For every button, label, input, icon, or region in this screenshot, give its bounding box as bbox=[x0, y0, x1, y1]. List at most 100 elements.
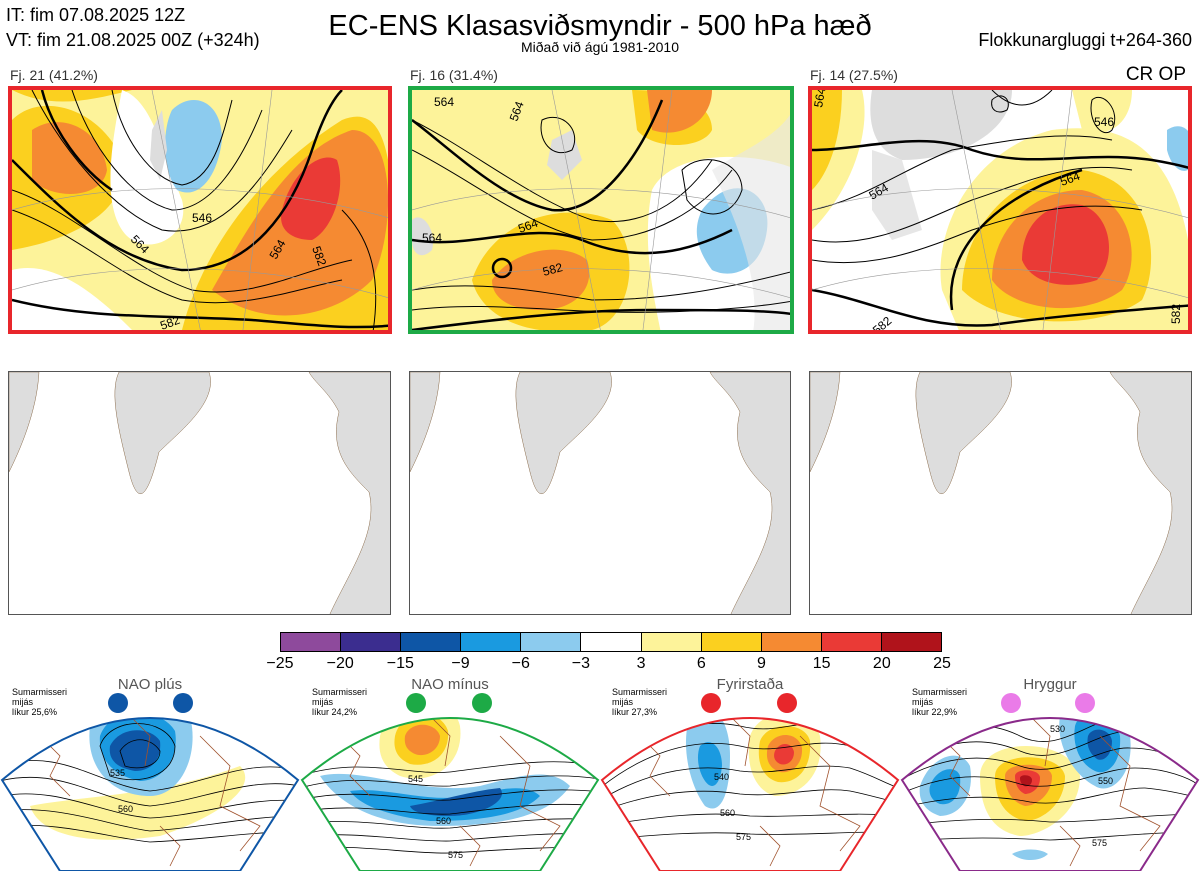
control-run-op-label: CR OP bbox=[1125, 64, 1186, 85]
regime-blocking-contour-2: 560 bbox=[720, 808, 735, 818]
regime-blocking-contour-3: 575 bbox=[736, 832, 751, 842]
colorbar-segment bbox=[401, 633, 462, 651]
colorbar-segment bbox=[341, 633, 402, 651]
regime-nao-minus-map: 545 560 575 bbox=[300, 717, 600, 871]
clustering-window: Flokkunargluggi t+264-360 bbox=[978, 30, 1192, 50]
regime-ridge-name: Hryggur bbox=[1023, 676, 1077, 693]
cluster-2-map[interactable]: 564 564 564 564 582 bbox=[408, 86, 794, 334]
regime-nao-minus-mean: mijás bbox=[312, 697, 334, 707]
regime-blocking-prob: líkur 27,3% bbox=[612, 707, 658, 717]
regime-nao-plus-contour-2: 560 bbox=[118, 804, 133, 814]
colorbar-segment bbox=[881, 633, 942, 651]
cluster-3-label: Fj. 14 (27.5%) bbox=[810, 67, 898, 83]
cluster-1-contour-label-5: 582 bbox=[158, 313, 182, 333]
regime-nao-plus-contour-1: 535 bbox=[110, 768, 125, 778]
empty-map-3[interactable] bbox=[809, 371, 1192, 615]
regime-blocking-info: Sumarmisseri mijás líkur 27,3% bbox=[612, 687, 667, 717]
regime-blocking-map: 540 560 575 bbox=[600, 717, 900, 871]
colorbar-segment bbox=[581, 633, 642, 651]
cluster-3-contour-label-6: 582 bbox=[1169, 304, 1183, 324]
colorbar-tick-label: −9 bbox=[451, 655, 470, 672]
cluster-2-contour-label-1: 564 bbox=[434, 95, 454, 109]
regime-ridge-map: 530 550 575 bbox=[900, 717, 1200, 871]
regime-nao-minus[interactable]: 545 560 575 NAO mínus Sumarmisseri mijás… bbox=[300, 676, 600, 871]
regime-ridge-mean: mijás bbox=[912, 697, 934, 707]
regime-nao-plus-dot-right bbox=[173, 693, 193, 713]
regime-nao-plus-map: 535 560 bbox=[0, 717, 300, 871]
colorbar-tick-label: −15 bbox=[386, 655, 414, 672]
regime-nao-plus[interactable]: 535 560 NAO plús Sumarmisseri mijás líku… bbox=[0, 676, 300, 871]
cluster-2-label: Fj. 16 (31.4%) bbox=[410, 67, 498, 83]
regime-ridge[interactable]: 530 550 575 Hryggur Sumarmisseri mijás l… bbox=[900, 676, 1200, 871]
colorbar-tick-label: 6 bbox=[696, 655, 706, 672]
regime-nao-minus-name: NAO mínus bbox=[411, 676, 489, 693]
colorbar-tick-label: −6 bbox=[511, 655, 530, 672]
regime-nao-plus-info: Sumarmisseri mijás líkur 25,6% bbox=[12, 687, 67, 717]
regime-ridge-contour-3: 575 bbox=[1092, 838, 1107, 848]
colorbar-tick-label: 20 bbox=[872, 655, 891, 672]
colorbar-segment bbox=[821, 633, 882, 651]
regime-nao-minus-contour-1: 545 bbox=[408, 774, 423, 784]
regime-blocking-contour-1: 540 bbox=[714, 772, 729, 782]
cluster-3-contour-label-4: 564 bbox=[1058, 169, 1082, 189]
regime-nao-plus-season: Sumarmisseri bbox=[12, 687, 68, 697]
colorbar-segment bbox=[461, 633, 522, 651]
colorbar-tick-label: −20 bbox=[326, 655, 354, 672]
regime-nao-minus-dot-right bbox=[472, 693, 492, 713]
colorbar-tick-label: 9 bbox=[757, 655, 766, 672]
regime-blocking-name: Fyrirstaða bbox=[716, 676, 784, 693]
regime-blocking-season: Sumarmisseri bbox=[612, 687, 668, 697]
colorbar-segment bbox=[701, 633, 762, 651]
regime-nao-plus-dot-left bbox=[108, 693, 128, 713]
cluster-2-map-graphic: 564 564 564 564 582 bbox=[412, 90, 790, 330]
page-title: EC-ENS Klasasviðsmyndir - 500 hPa hæð bbox=[328, 10, 872, 42]
regime-nao-minus-contour-3: 575 bbox=[448, 850, 463, 860]
empty-map-2[interactable] bbox=[409, 371, 791, 615]
regime-blocking-dot-left bbox=[701, 693, 721, 713]
regime-nao-plus-name: NAO plús bbox=[117, 676, 183, 693]
cluster-1-label: Fj. 21 (41.2%) bbox=[10, 67, 98, 83]
colorbar-segment bbox=[761, 633, 822, 651]
valid-time: VT: fim 21.08.2025 00Z (+324h) bbox=[6, 30, 260, 50]
cluster-2-contour-label-5: 582 bbox=[541, 260, 564, 279]
cluster-1-map-graphic: 564 546 564 582 582 bbox=[12, 90, 388, 333]
regime-ridge-dot-right bbox=[1075, 693, 1095, 713]
colorbar-tick-label: 25 bbox=[933, 655, 951, 672]
cluster-3-contour-label-2: 546 bbox=[1094, 115, 1114, 129]
regime-ridge-prob: líkur 22,9% bbox=[912, 707, 958, 717]
colorbar-tick-label: −25 bbox=[266, 655, 294, 672]
regime-ridge-contour-1: 530 bbox=[1050, 724, 1065, 734]
regime-blocking-dot-right bbox=[777, 693, 797, 713]
regime-nao-minus-contour-2: 560 bbox=[436, 816, 451, 826]
regime-nao-minus-season: Sumarmisseri bbox=[312, 687, 368, 697]
regime-nao-minus-dot-left bbox=[406, 693, 426, 713]
empty-map-1[interactable] bbox=[8, 371, 391, 615]
colorbar-tick-label: 3 bbox=[636, 655, 646, 672]
empty-map-2-land bbox=[410, 372, 790, 614]
cluster-1-map[interactable]: 564 546 564 582 582 bbox=[8, 86, 392, 334]
cluster-2-contour-label-3: 564 bbox=[516, 216, 540, 236]
colorbar-tick-label: 15 bbox=[812, 655, 831, 672]
cluster-2-contour-label-2: 564 bbox=[507, 99, 527, 123]
page-subtitle: Miðað við ágú 1981-2010 bbox=[520, 39, 679, 55]
regime-ridge-dot-left bbox=[1001, 693, 1021, 713]
colorbar-segment bbox=[521, 633, 582, 651]
colorbar-segment bbox=[281, 633, 342, 651]
regime-ridge-contour-2: 550 bbox=[1098, 776, 1113, 786]
regime-nao-minus-info: Sumarmisseri mijás líkur 24,2% bbox=[312, 687, 367, 717]
regime-ridge-season: Sumarmisseri bbox=[912, 687, 968, 697]
regime-nao-minus-prob: líkur 24,2% bbox=[312, 707, 358, 717]
cluster-3-map[interactable]: 564 546 564 564 582 582 bbox=[808, 86, 1192, 334]
issue-time: IT: fim 07.08.2025 12Z bbox=[6, 5, 186, 25]
cluster-2-contour-label-4: 564 bbox=[422, 231, 442, 245]
cluster-1-contour-label-4: 582 bbox=[309, 244, 329, 268]
cluster-3-contour-label-1: 564 bbox=[812, 90, 828, 109]
regime-nao-plus-mean: mijás bbox=[12, 697, 34, 707]
cluster-3-map-graphic: 564 546 564 564 582 582 bbox=[812, 90, 1188, 330]
regime-blocking[interactable]: 540 560 575 Fyrirstaða Sumarmisseri mijá… bbox=[600, 676, 900, 871]
regime-ridge-info: Sumarmisseri mijás líkur 22,9% bbox=[912, 687, 967, 717]
regime-blocking-mean: mijás bbox=[612, 697, 634, 707]
cluster-1-contour-label-2: 546 bbox=[192, 211, 212, 225]
empty-map-1-land bbox=[9, 372, 390, 614]
empty-map-3-land bbox=[810, 372, 1191, 614]
